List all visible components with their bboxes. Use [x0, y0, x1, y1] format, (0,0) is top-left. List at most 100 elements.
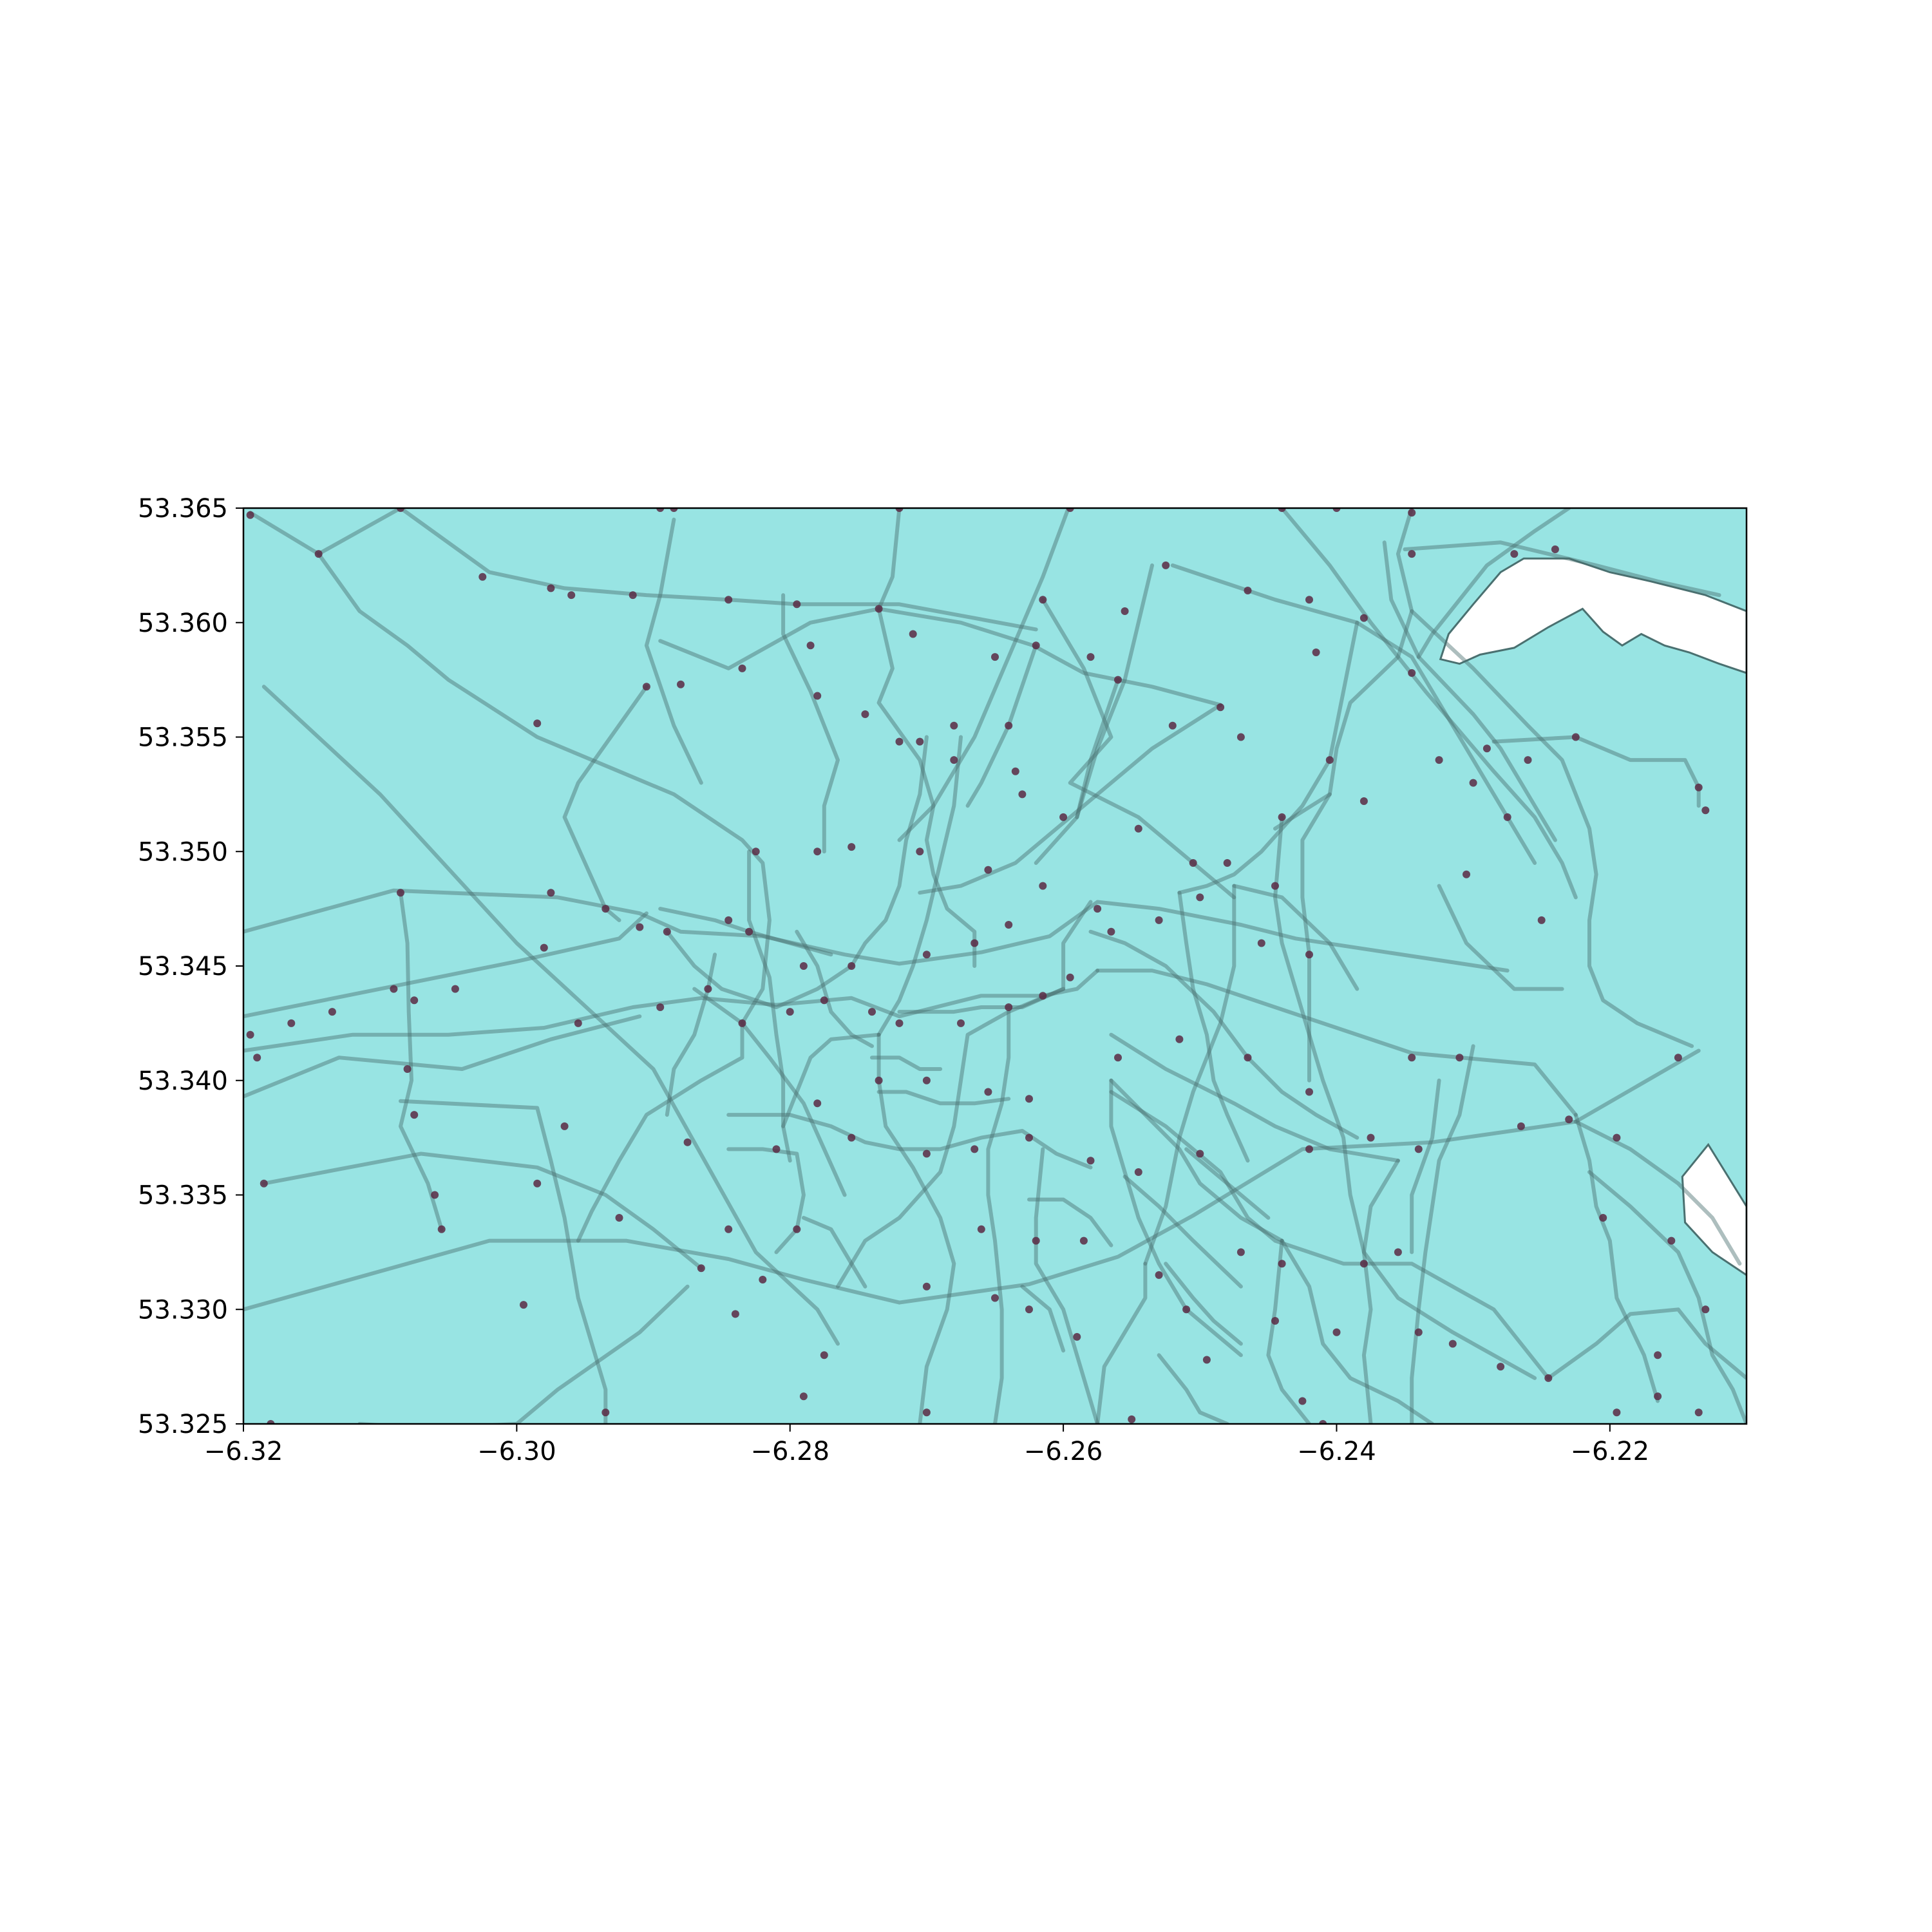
intersection-node [1086, 653, 1095, 661]
intersection-node [813, 692, 822, 700]
intersection-node [390, 985, 398, 993]
intersection-node [520, 1301, 527, 1309]
road-segment-66 [726, 1113, 1093, 1170]
intersection-node [437, 1225, 446, 1233]
intersection-node [478, 573, 487, 581]
intersection-node [1066, 508, 1074, 512]
map-plot-area[interactable] [242, 504, 1748, 1439]
road-segment-14 [316, 552, 772, 1243]
y-tick-label: 53.330 [138, 1295, 228, 1325]
intersection-node [1005, 721, 1013, 730]
intersection-node [1298, 1397, 1307, 1405]
intersection-node [1032, 641, 1040, 650]
intersection-node [1654, 1392, 1662, 1401]
intersection-node [1524, 756, 1532, 764]
intersection-node [752, 848, 760, 856]
intersection-node [724, 1225, 733, 1233]
intersection-node [799, 962, 808, 970]
intersection-node [1025, 1305, 1033, 1314]
road-segment-79 [665, 952, 717, 1117]
intersection-node [1510, 550, 1519, 558]
y-axis: 53.325 53.330 53.335 53.340 53.345 53.350 53.3… [138, 494, 243, 1439]
road-segment-37 [876, 735, 963, 1037]
intersection-node [1305, 596, 1313, 604]
intersection-node [759, 1276, 767, 1283]
intersection-node [1244, 587, 1252, 594]
intersection-node [1544, 1374, 1553, 1382]
road-segment-11 [357, 1284, 690, 1424]
water-body-1 [1681, 1142, 1747, 1276]
intersection-node [1196, 893, 1204, 902]
intersection-node [922, 1150, 931, 1158]
intersection-node [615, 1214, 623, 1222]
intersection-node [683, 1138, 692, 1146]
road-segment-35 [876, 1032, 956, 1424]
intersection-node [1011, 767, 1019, 775]
road-segment-50 [1088, 929, 1359, 1140]
intersection-node [1278, 508, 1286, 512]
intersection-node [984, 1088, 992, 1096]
intersection-node [1134, 824, 1142, 833]
intersection-node [1032, 1236, 1040, 1245]
intersection-node [560, 1122, 569, 1130]
intersection-node [1202, 1356, 1211, 1364]
road-segment-59 [747, 849, 786, 1128]
intersection-node [806, 641, 815, 650]
intersection-node [971, 1145, 979, 1153]
intersection-node [1408, 550, 1416, 558]
y-tick-label: 53.340 [138, 1066, 228, 1096]
intersection-node [1414, 1328, 1423, 1336]
road-segment-19 [897, 508, 1071, 842]
intersection-node [922, 1408, 931, 1417]
intersection-node [1654, 1351, 1662, 1359]
intersection-node [916, 848, 924, 856]
intersection-node [1257, 939, 1265, 947]
intersection-node [1121, 607, 1129, 615]
road-segment-61 [795, 929, 874, 1048]
road-segment-57 [1573, 1119, 1742, 1266]
intersection-node [793, 1225, 801, 1233]
intersection-node [793, 600, 801, 609]
road-segment-65 [870, 1056, 943, 1071]
road-segment-55 [1587, 1170, 1747, 1424]
road-segment-64 [876, 1090, 1011, 1106]
intersection-node [1435, 756, 1443, 764]
road-segment-6 [562, 685, 649, 922]
intersection-node [1482, 744, 1491, 753]
x-tick-label: −6.24 [1297, 1437, 1376, 1466]
intersection-node [1674, 1054, 1682, 1062]
intersection-node [1517, 1122, 1525, 1130]
intersection-node [1359, 1260, 1368, 1268]
intersection-node [1701, 806, 1710, 815]
road-network-layer [243, 508, 1747, 1424]
road-segment-1 [243, 911, 649, 1019]
intersection-node [1182, 1305, 1191, 1314]
road-segment-0 [243, 888, 1510, 973]
intersection-node [656, 508, 665, 512]
intersection-node [813, 848, 822, 856]
intersection-node [533, 1179, 542, 1188]
intersection-node [1305, 1145, 1313, 1153]
road-segment-31 [1410, 609, 1694, 1048]
intersection-node [909, 630, 917, 638]
intersection-node [601, 905, 610, 913]
intersection-node [1359, 614, 1368, 622]
intersection-node [1278, 813, 1286, 821]
road-segment-67 [726, 1147, 806, 1255]
intersection-node [1025, 1133, 1033, 1142]
intersection-node [1503, 813, 1511, 821]
road-segment-70 [1027, 1197, 1113, 1247]
intersection-node [1073, 1332, 1081, 1341]
road-segment-22 [1034, 677, 1120, 865]
y-tick-label: 53.335 [138, 1181, 228, 1211]
intersection-node [1114, 676, 1122, 684]
intersection-node [799, 1392, 808, 1401]
x-tick-label: −6.28 [750, 1437, 829, 1466]
road-segment-3 [243, 1014, 642, 1099]
intersection-node [397, 508, 404, 512]
intersection-node [786, 1008, 794, 1016]
road-segment-42 [1109, 1032, 1400, 1163]
road-segment-76 [1266, 1238, 1311, 1424]
intersection-node [547, 889, 555, 897]
intersection-node [971, 939, 979, 947]
